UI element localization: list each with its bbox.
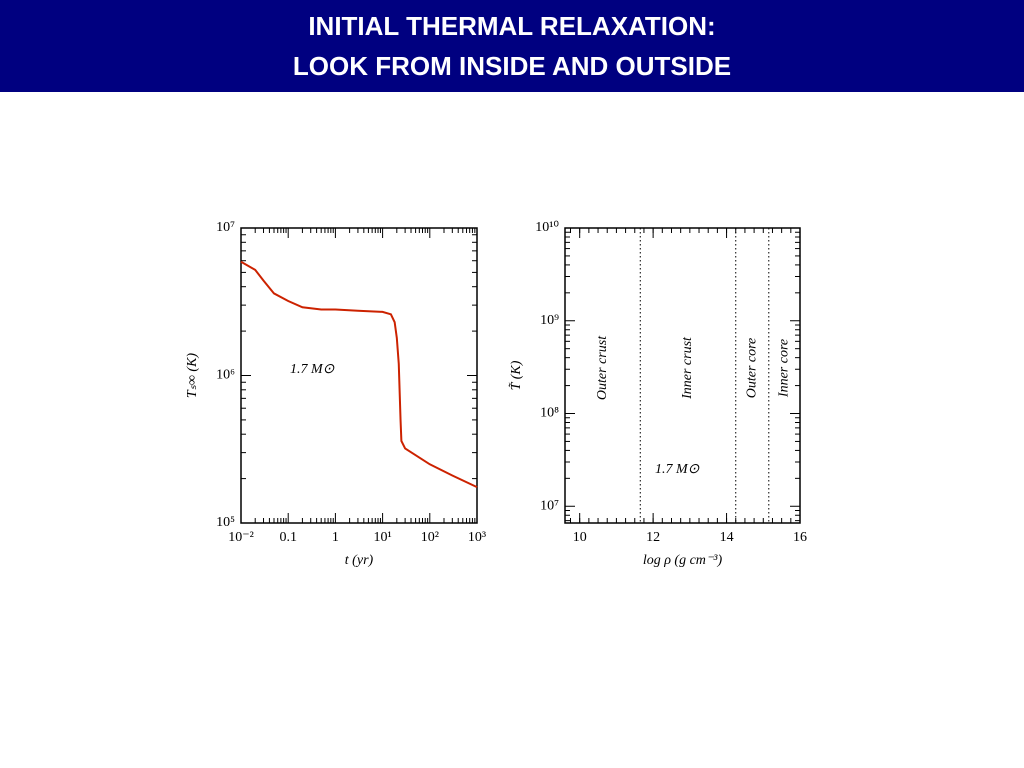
y-axis-label: T̃ (K) bbox=[508, 360, 524, 390]
y-tick-label: 10⁷ bbox=[540, 498, 559, 513]
header-band bbox=[0, 0, 1024, 92]
plot-frame bbox=[564, 227, 801, 524]
region-label: Inner crust bbox=[680, 336, 695, 400]
x-tick-label: 10⁻² bbox=[228, 530, 254, 545]
y-axis-label: Tₛ∞ (K) bbox=[185, 353, 200, 398]
y-tick-label: 10⁵ bbox=[216, 515, 235, 530]
x-tick-label: 16 bbox=[793, 530, 807, 545]
annotation: 1.7 M⊙ bbox=[655, 462, 700, 477]
x-tick-label: 10³ bbox=[468, 530, 486, 545]
region-label: Inner core bbox=[777, 339, 792, 398]
x-tick-label: 10¹ bbox=[373, 530, 391, 545]
x-tick-label: 10² bbox=[421, 530, 439, 545]
y-tick-label: 10⁷ bbox=[216, 220, 235, 235]
y-tick-label: 10⁶ bbox=[216, 368, 235, 383]
x-tick-label: 1 bbox=[332, 530, 339, 545]
region-label: Outer core bbox=[744, 338, 759, 399]
title-line: INITIAL THERMAL RELAXATION: bbox=[308, 11, 715, 41]
title-line: LOOK FROM INSIDE AND OUTSIDE bbox=[293, 51, 731, 81]
curve bbox=[240, 260, 478, 489]
y-tick-label: 10⁸ bbox=[540, 406, 559, 421]
x-axis-label: log ρ (g cm⁻³) bbox=[643, 553, 723, 568]
region-label: Outer crust bbox=[595, 335, 610, 400]
x-tick-label: 0.1 bbox=[279, 530, 297, 545]
y-tick-label: 10¹⁰ bbox=[535, 220, 559, 235]
y-tick-label: 10⁹ bbox=[540, 313, 559, 328]
x-axis-label: t (yr) bbox=[345, 553, 374, 568]
annotation: 1.7 M⊙ bbox=[290, 362, 335, 377]
x-tick-label: 12 bbox=[646, 530, 660, 545]
x-tick-label: 10 bbox=[573, 530, 587, 545]
plot-frame bbox=[240, 227, 478, 524]
x-tick-label: 14 bbox=[720, 530, 734, 545]
